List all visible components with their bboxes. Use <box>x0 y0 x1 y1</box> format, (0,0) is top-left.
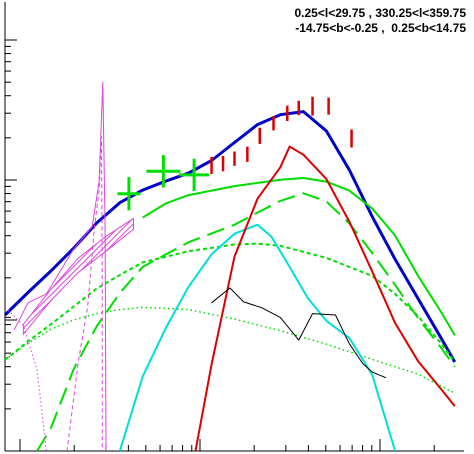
series-line-cyan <box>118 223 397 452</box>
series-line-green-dotted <box>4 306 456 394</box>
series-line-green-short-dash <box>4 242 456 363</box>
series-line-red <box>194 145 456 452</box>
data-point-green-cross <box>146 155 181 188</box>
series-line-green-solid <box>142 177 456 336</box>
data-points-layer <box>117 96 353 211</box>
series-line-black <box>211 287 387 379</box>
series-layer <box>3 81 457 452</box>
region-header-longitude-range: 0.25<l<29.75 , 330.25<l<359.75 <box>294 6 467 20</box>
hatched-band-layer <box>22 217 135 336</box>
series-line-magenta-solid <box>13 81 107 452</box>
series-line-green-dashed <box>36 192 456 452</box>
series-line-magenta-dashed <box>66 136 103 452</box>
data-point-green-cross <box>178 158 210 192</box>
data-point-green-cross <box>117 177 141 211</box>
region-header-latitude-range: -14.75<b<-0.25 , 0.25<b<14.75 <box>295 21 466 35</box>
magenta-hatched-band <box>22 217 135 336</box>
plot-axes <box>4 2 464 452</box>
series-line-magenta-dotted <box>4 306 47 452</box>
